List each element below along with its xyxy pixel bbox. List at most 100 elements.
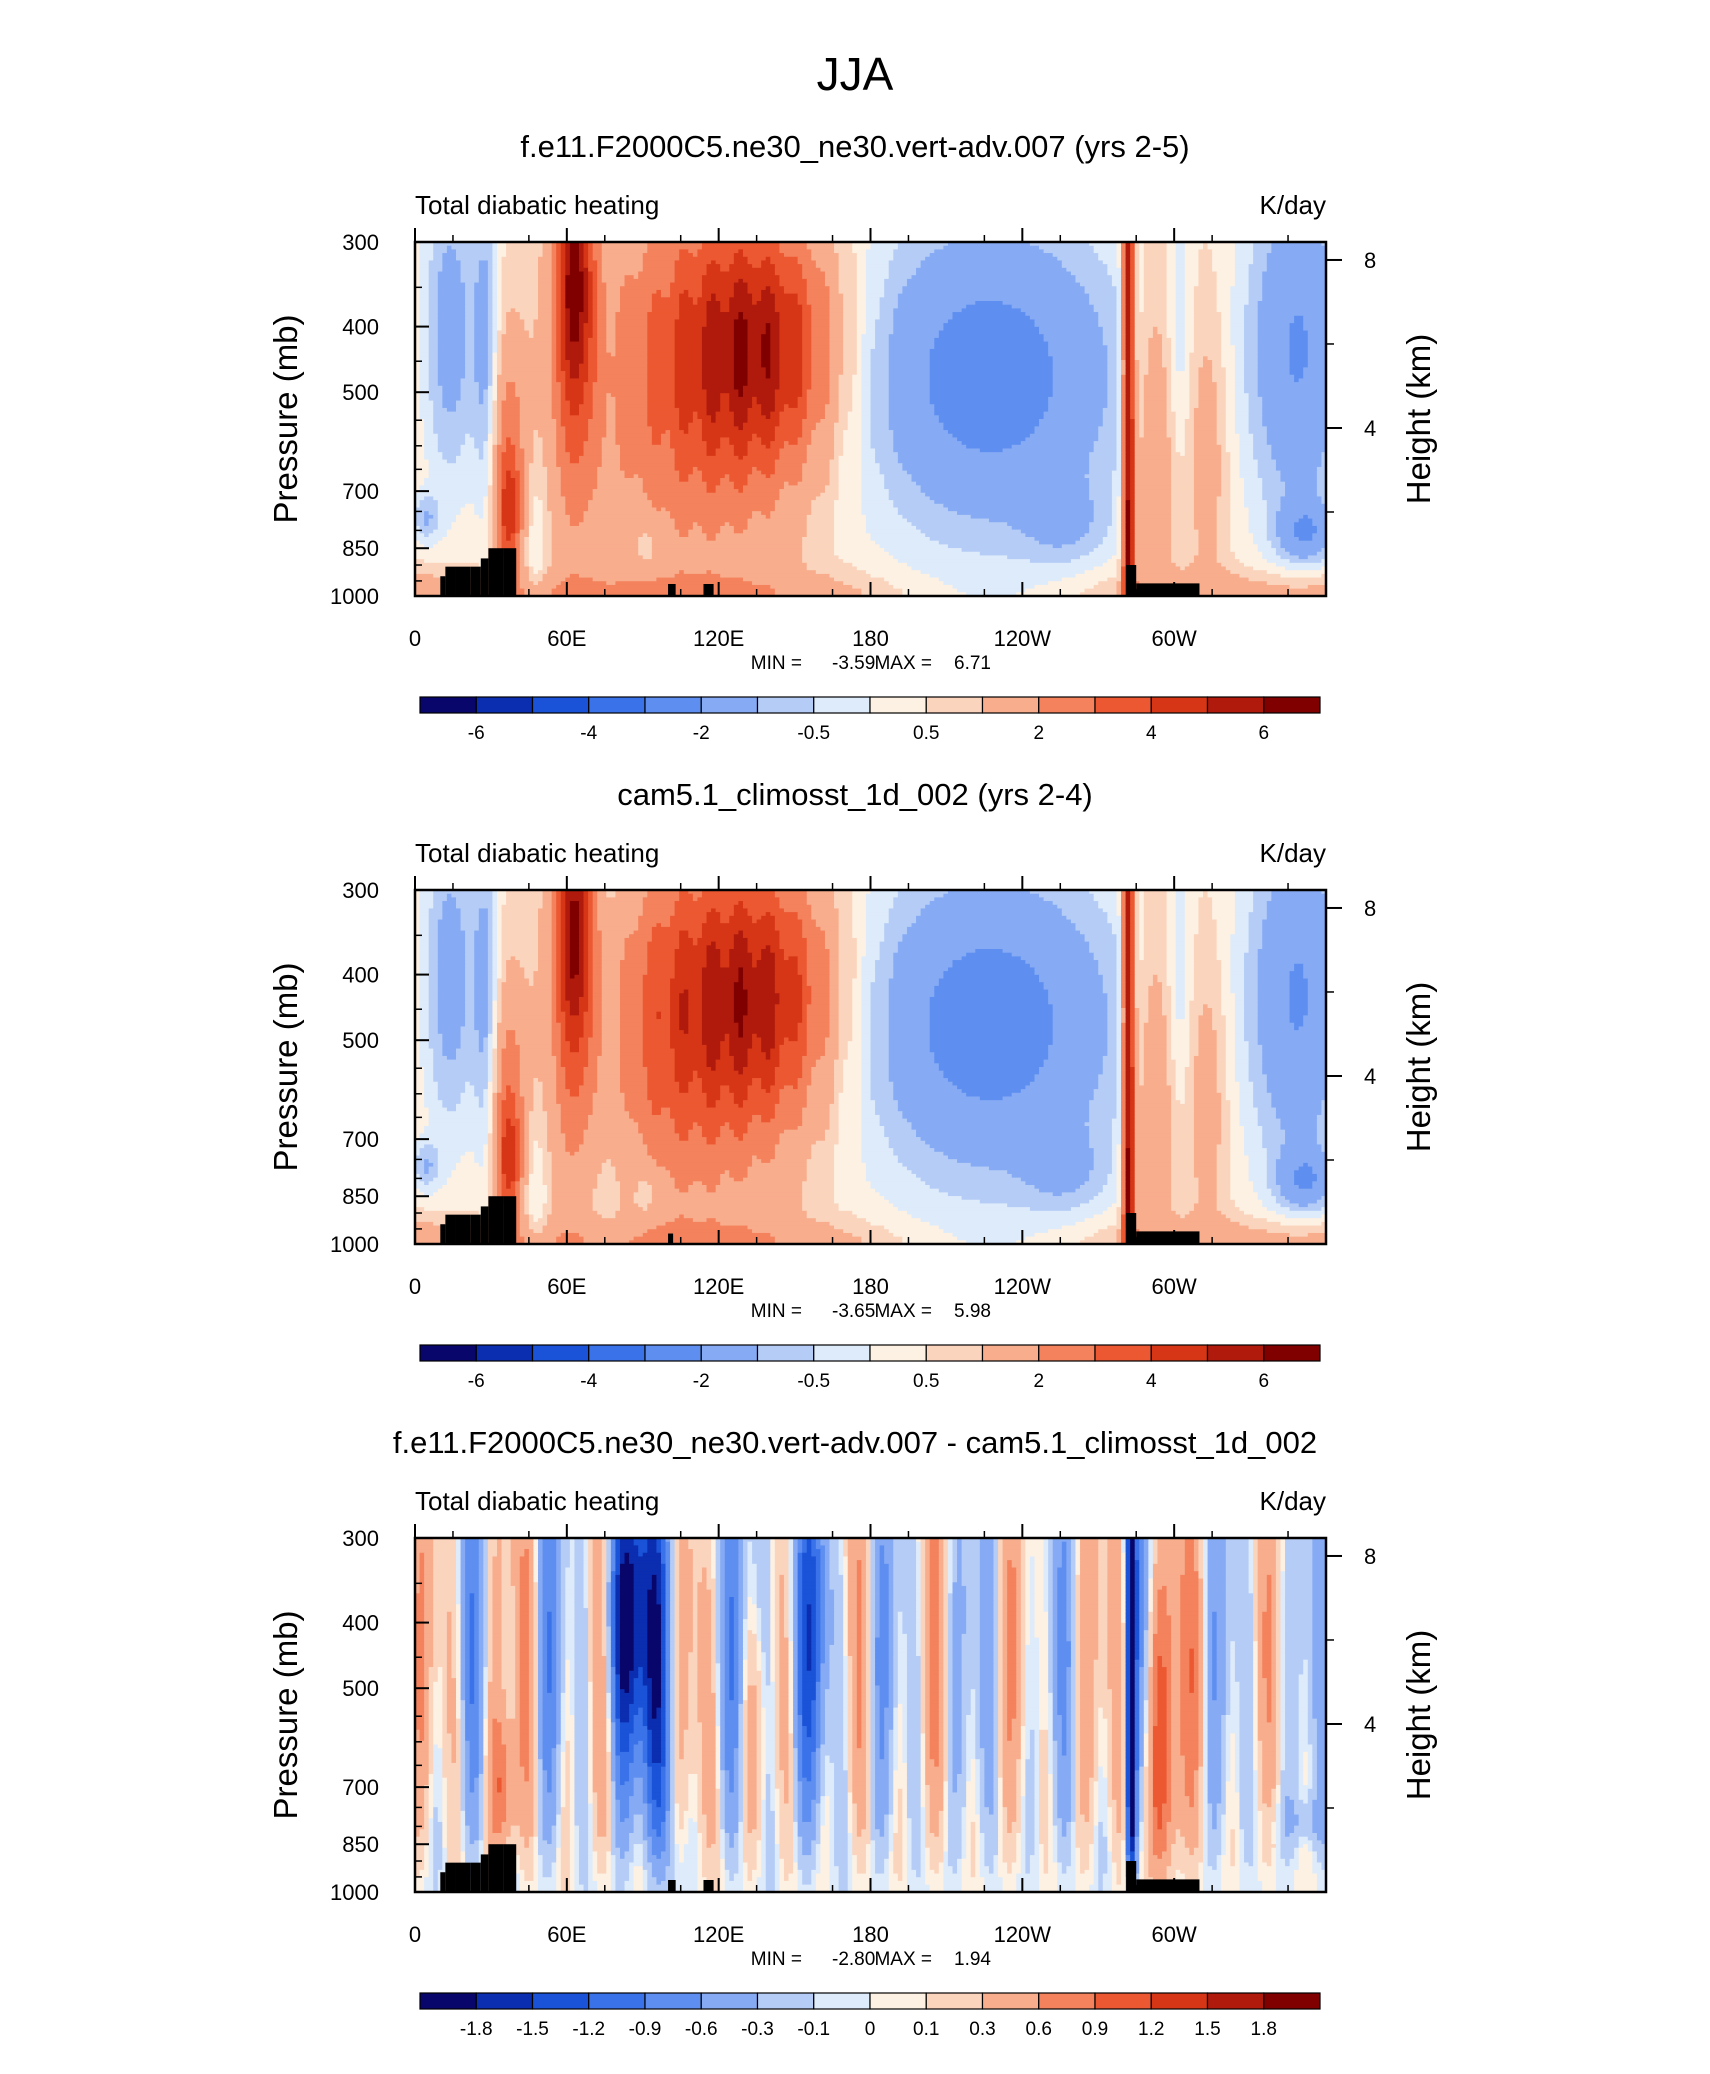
contour-cell (487, 330, 494, 335)
contour-cell (1248, 507, 1268, 512)
contour-cell (1289, 345, 1309, 350)
contour-cell (537, 267, 553, 273)
contour-cell (1116, 525, 1122, 531)
contour-cell (870, 444, 894, 450)
contour-cell (1175, 352, 1186, 357)
contour-cell (1239, 573, 1282, 579)
contour-cell (456, 249, 494, 254)
contour-cell (774, 393, 803, 398)
contour-cell (802, 326, 812, 332)
contour-cell (1121, 908, 1127, 913)
contour-cell (496, 478, 503, 483)
contour-cell (879, 308, 894, 313)
contour-cell (720, 404, 730, 409)
contour-cell (1130, 518, 1136, 523)
contour-cell (1089, 478, 1113, 483)
contour-cell (415, 433, 425, 439)
contour-cell (1130, 264, 1136, 269)
contour-cell (706, 915, 721, 921)
contour-cell (1043, 411, 1104, 416)
contour-cell (1034, 430, 1099, 435)
contour-cell (797, 441, 812, 446)
contour-cell (510, 441, 521, 446)
contour-cell (1130, 904, 1136, 910)
contour-cell (1230, 474, 1241, 479)
contour-cell (1116, 540, 1122, 545)
contour-cell (1134, 915, 1140, 921)
contour-cell (1175, 430, 1186, 435)
contour-cell (597, 348, 607, 354)
contour-cell (537, 496, 548, 501)
contour-cell (487, 312, 494, 317)
contour-cell (615, 426, 653, 431)
contour-cell (888, 367, 931, 372)
contour-cell (806, 518, 835, 523)
contour-cell (437, 345, 466, 350)
contour-cell (893, 901, 931, 906)
contour-cell (861, 404, 872, 409)
contour-cell (1125, 908, 1131, 913)
contour-cell (1139, 897, 1145, 902)
contour-cell (578, 919, 585, 924)
contour-cell (1198, 923, 1218, 928)
contour-cell (1289, 363, 1309, 368)
contour-cell (601, 245, 648, 250)
contour-cell (1266, 267, 1327, 273)
contour-cell (1107, 382, 1118, 387)
contour-cell (893, 323, 944, 328)
contour-cell (1125, 319, 1131, 324)
contour-cell (1198, 544, 1218, 549)
contour-cell (1139, 289, 1145, 295)
contour-cell (1244, 374, 1259, 380)
contour-cell (1280, 474, 1318, 479)
contour-cell (551, 367, 557, 372)
contour-cell (1125, 452, 1131, 457)
contour-cell (1125, 923, 1131, 928)
contour-cell (1111, 518, 1118, 523)
contour-cell (774, 264, 803, 269)
contour-cell (433, 404, 443, 409)
contour-cell (761, 264, 776, 269)
contour-cell (660, 441, 671, 446)
contour-cell (1244, 341, 1259, 346)
contour-cell (1184, 422, 1195, 427)
contour-cell (1171, 503, 1195, 509)
contour-cell (779, 356, 803, 361)
contour-cell (802, 264, 817, 269)
contour-cell (861, 396, 872, 402)
contour-cell (597, 345, 607, 350)
contour-cell (1175, 308, 1186, 313)
contour-cell (783, 908, 812, 913)
contour-cell (806, 389, 831, 394)
contour-cell (811, 382, 831, 387)
contour-cell (774, 893, 808, 898)
contour-cell (1248, 289, 1263, 295)
contour-cell (888, 275, 913, 280)
contour-cell (642, 481, 708, 486)
contour-cell (806, 444, 835, 450)
contour-cell (642, 912, 676, 917)
contour-cell (1125, 253, 1131, 258)
contour-cell (670, 915, 708, 921)
contour-cell (1048, 400, 1108, 405)
contour-cell (515, 540, 521, 545)
contour-cell (797, 297, 808, 302)
contour-cell (1130, 415, 1136, 420)
contour-cell (1184, 356, 1190, 361)
contour-cell (560, 356, 566, 361)
contour-cell (556, 242, 562, 247)
contour-cell (934, 500, 1095, 505)
contour-cell (419, 341, 430, 346)
contour-cell (1125, 293, 1131, 298)
contour-cell (487, 919, 494, 924)
contour-cell (1116, 893, 1122, 898)
contour-cell (638, 915, 671, 921)
contour-cell (1166, 382, 1172, 387)
contour-cell (797, 437, 812, 442)
contour-cell (1134, 341, 1149, 346)
contour-cell (492, 500, 498, 505)
contour-cell (496, 323, 503, 328)
contour-cell (528, 548, 544, 553)
contour-cell (1134, 267, 1140, 273)
contour-cell (460, 507, 475, 512)
